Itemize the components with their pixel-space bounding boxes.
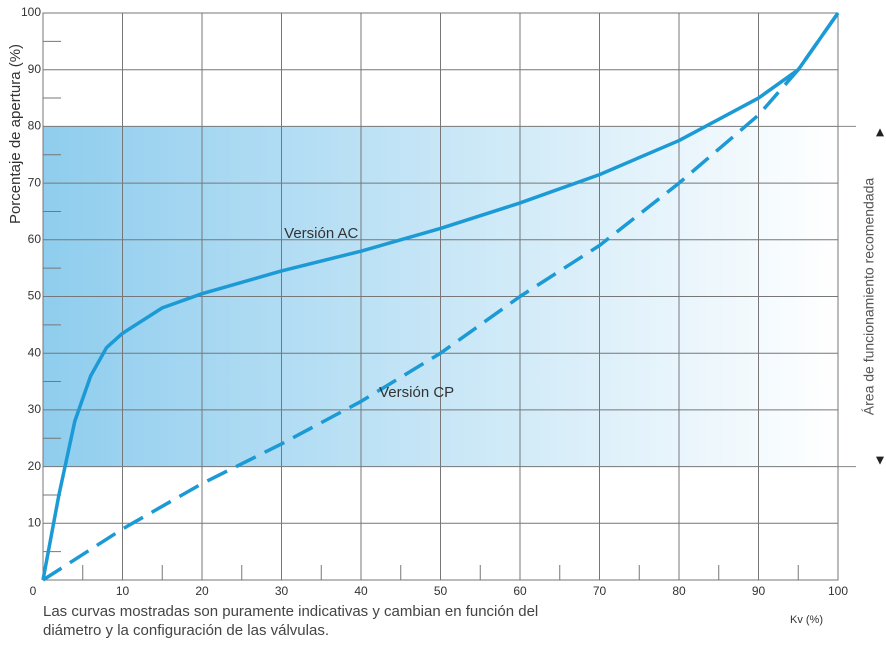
caption: Las curvas mostradas son puramente indic… <box>43 603 538 620</box>
y-tick-label: 30 <box>28 402 42 416</box>
y-tick-label: 10 <box>28 515 42 529</box>
y-tick-label: 100 <box>21 5 41 19</box>
caption: diámetro y la configuración de las válvu… <box>43 622 329 639</box>
y-tick-label: 60 <box>28 232 42 246</box>
series-line <box>42 11 840 582</box>
y-tick-label: 40 <box>28 345 42 359</box>
x-tick-label: 80 <box>672 584 686 598</box>
series-label: Versión CP <box>379 384 454 401</box>
y-tick-label: 50 <box>28 289 42 303</box>
band-arrow <box>876 456 884 465</box>
y-tick-label: 70 <box>28 175 42 189</box>
x-tick-label: 10 <box>116 584 130 598</box>
x-tick-label: 30 <box>275 584 289 598</box>
x-tick-label: 100 <box>828 584 848 598</box>
series-label: Versión AC <box>284 225 358 242</box>
y-tick-label: 90 <box>28 62 42 76</box>
band-arrow <box>876 128 884 137</box>
x-tick-label: 40 <box>354 584 368 598</box>
y-tick-label: 20 <box>28 459 42 473</box>
x-tick-label: 70 <box>593 584 607 598</box>
x-tick-label: 20 <box>195 584 209 598</box>
series-line <box>41 11 840 581</box>
x-axis-title: Kv (%) <box>790 614 823 626</box>
x-tick-label: 60 <box>513 584 527 598</box>
y-axis-title: Porcentaje de apertura (%) <box>7 44 24 224</box>
band-label: Área de funcionamiento recomendada <box>861 178 877 416</box>
x-tick-label: 90 <box>752 584 766 598</box>
x-tick-label: 0 <box>30 584 37 598</box>
y-tick-label: 80 <box>28 119 42 133</box>
x-tick-label: 50 <box>434 584 448 598</box>
